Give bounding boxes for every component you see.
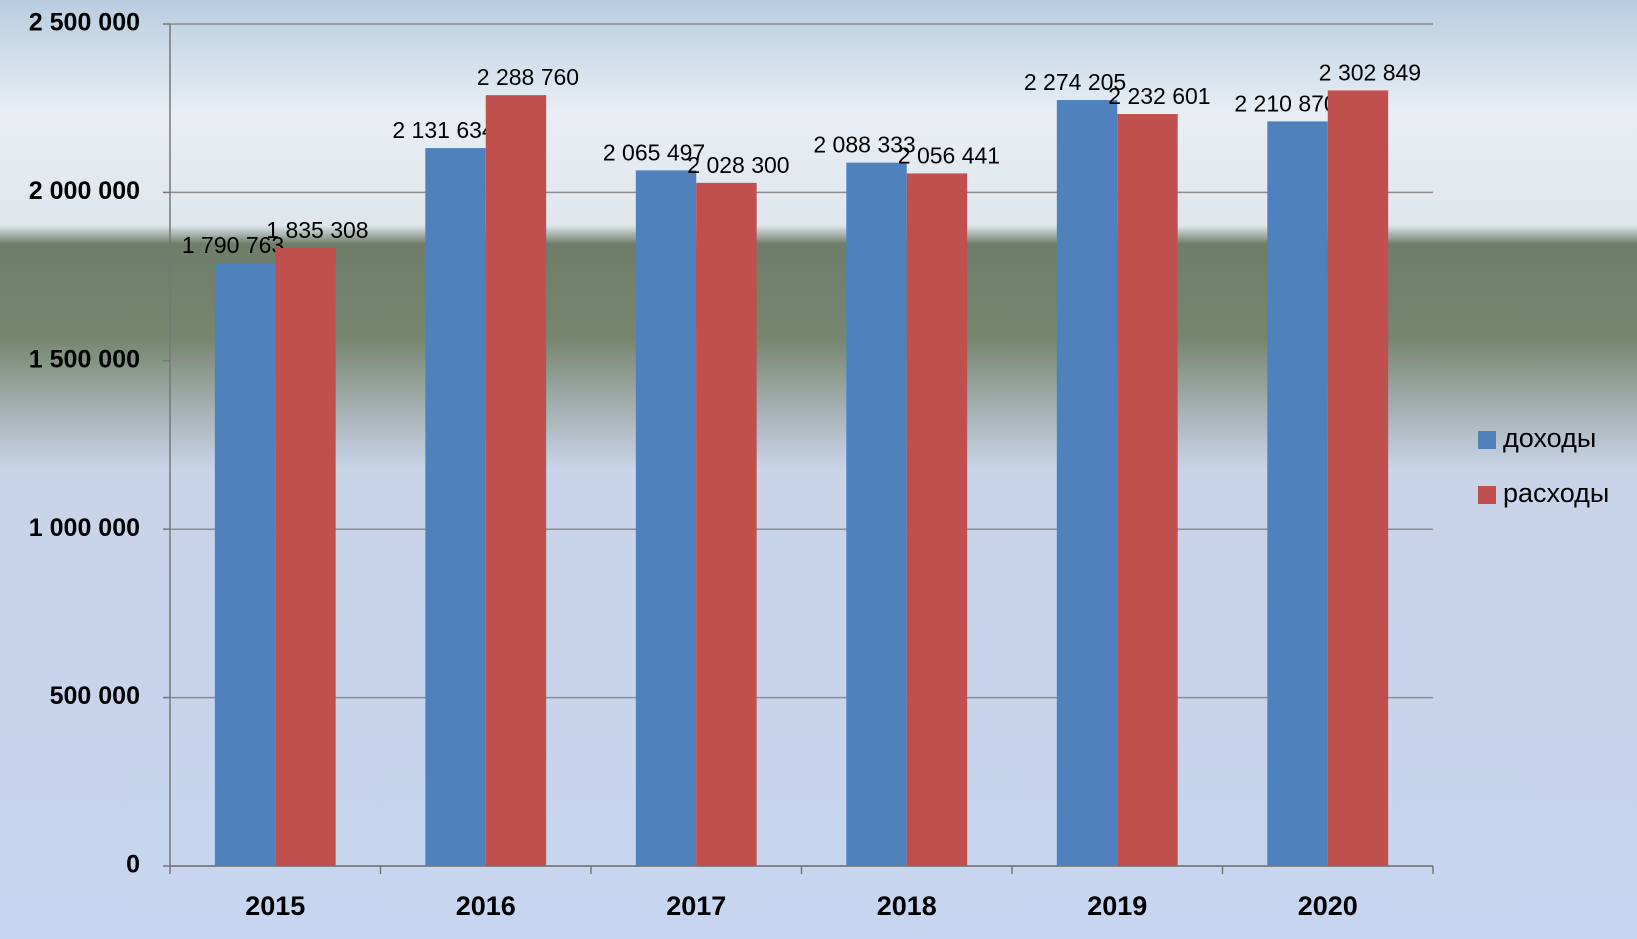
value-label: 2 088 333: [813, 132, 915, 158]
value-label: 2 302 849: [1319, 59, 1421, 85]
legend-swatch: [1478, 431, 1496, 449]
bar: [696, 182, 757, 867]
bar: [846, 162, 907, 867]
x-tick-label: 2020: [1298, 891, 1358, 921]
value-label: 2 274 205: [1024, 69, 1126, 95]
value-label: 2 028 300: [687, 152, 789, 178]
bar: [1056, 100, 1118, 867]
bar: [275, 247, 336, 866]
bar: [485, 95, 547, 866]
value-label: 1 835 308: [266, 217, 368, 243]
y-tick-label: 1 000 000: [29, 514, 140, 542]
x-tick-label: 2019: [1087, 891, 1147, 921]
x-tick-label: 2017: [666, 891, 726, 921]
bar: [906, 173, 968, 866]
value-label: 1 790 763: [182, 232, 284, 258]
bar: [425, 148, 486, 866]
x-tick-label: 2015: [245, 891, 305, 921]
x-tick-label: 2016: [456, 891, 516, 921]
y-tick-label: 2 000 000: [29, 177, 140, 205]
value-label: 2 056 441: [898, 142, 1000, 168]
bar: [1327, 90, 1389, 867]
y-tick-label: 1 500 000: [29, 345, 140, 373]
legend-label: расходы: [1503, 478, 1609, 508]
legend-label: доходы: [1503, 423, 1596, 453]
bar: [1267, 121, 1328, 867]
y-tick-label: 2 500 000: [29, 9, 140, 37]
bar: [635, 170, 697, 867]
value-label: 2 232 601: [1108, 83, 1210, 109]
bar: [214, 262, 276, 866]
bar: [1117, 114, 1178, 866]
value-label: 2 288 760: [477, 64, 579, 90]
value-label: 2 131 634: [392, 117, 495, 143]
x-tick-label: 2018: [877, 891, 937, 921]
y-tick-label: 500 000: [50, 682, 140, 710]
value-label: 2 065 497: [603, 139, 705, 165]
legend-swatch: [1478, 486, 1496, 504]
y-tick-label: 0: [126, 851, 140, 879]
value-label: 2 210 870: [1234, 90, 1336, 116]
